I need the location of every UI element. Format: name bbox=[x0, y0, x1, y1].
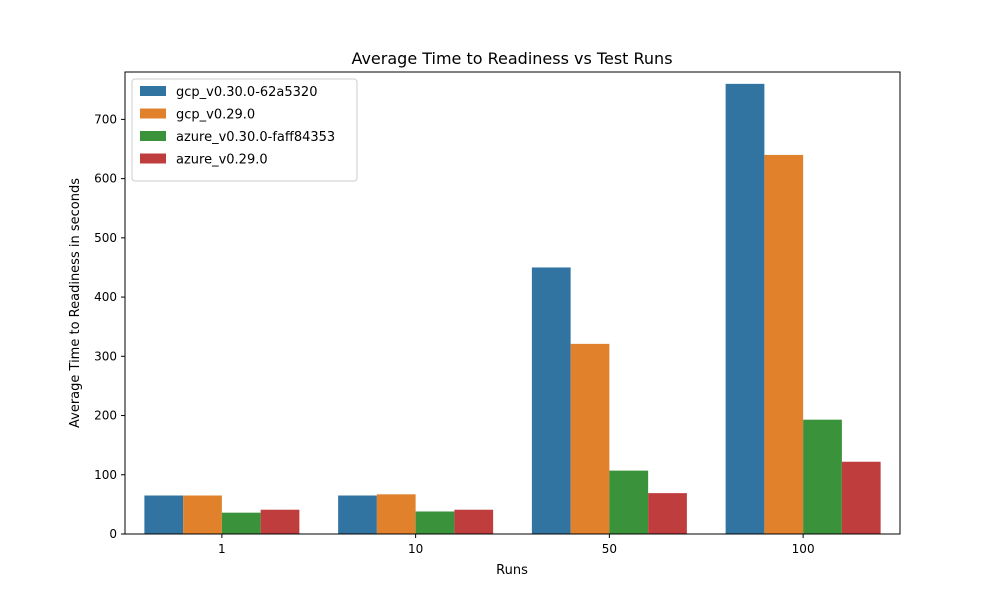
legend-swatch bbox=[140, 108, 166, 119]
legend: gcp_v0.30.0-62a5320 gcp_v0.29.0 azure_v0.3… bbox=[131, 78, 358, 182]
legend-label: gcp_v0.29.0 bbox=[176, 108, 255, 123]
bar-gcp_v0.29.0-100 bbox=[764, 154, 804, 535]
bar-gcp_v0.29.0-50 bbox=[570, 343, 610, 534]
bar-gcp_v0.29.0-10 bbox=[376, 494, 416, 534]
bar-azure_v0.30.0-faff84353-50 bbox=[609, 470, 649, 534]
bars-group bbox=[144, 83, 881, 535]
x-axis-label: Runs bbox=[496, 563, 528, 578]
y-tick-label: 200 bbox=[94, 409, 117, 423]
bar-gcp_v0.30.0-62a5320-10 bbox=[338, 495, 377, 534]
bar-azure_v0.30.0-faff84353-100 bbox=[803, 419, 842, 534]
x-axis: 1 10 50 100 bbox=[218, 534, 815, 556]
bar-gcp_v0.29.0-1 bbox=[183, 495, 222, 534]
legend-label: azure_v0.30.0-faff84353 bbox=[176, 130, 335, 145]
bar-azure_v0.30.0-faff84353-10 bbox=[415, 511, 455, 534]
legend-box bbox=[131, 78, 358, 182]
y-tick-label: 300 bbox=[94, 349, 117, 363]
legend-label: azure_v0.29.0 bbox=[176, 153, 268, 168]
bar-azure_v0.30.0-faff84353-1 bbox=[221, 512, 261, 534]
y-tick-label: 500 bbox=[94, 231, 117, 245]
x-tick-label: 10 bbox=[408, 542, 423, 556]
legend-swatch bbox=[140, 153, 166, 164]
legend-label: gcp_v0.30.0-62a5320 bbox=[176, 85, 317, 100]
y-axis-label: Average Time to Readiness in seconds bbox=[68, 178, 83, 428]
legend-swatch bbox=[140, 86, 166, 96]
x-tick-label: 50 bbox=[602, 542, 617, 556]
y-tick-label: 700 bbox=[94, 112, 117, 126]
y-tick-label: 0 bbox=[109, 527, 117, 541]
y-tick-label: 400 bbox=[94, 290, 117, 304]
bar-gcp_v0.30.0-62a5320-1 bbox=[144, 495, 184, 534]
legend-swatch bbox=[140, 131, 166, 141]
bar-gcp_v0.30.0-62a5320-100 bbox=[725, 83, 765, 534]
bar-gcp_v0.30.0-62a5320-50 bbox=[531, 267, 571, 534]
chart-title: Average Time to Readiness vs Test Runs bbox=[351, 49, 672, 68]
x-tick-label: 100 bbox=[792, 542, 815, 556]
y-axis: 0 100 200 300 400 500 600 700 bbox=[94, 112, 125, 541]
bar-azure_v0.29.0-100 bbox=[841, 461, 881, 534]
bar-azure_v0.29.0-50 bbox=[648, 493, 687, 534]
x-tick-label: 1 bbox=[218, 542, 226, 556]
bar-azure_v0.29.0-1 bbox=[260, 509, 300, 534]
plot-frame bbox=[124, 71, 901, 535]
bar-azure_v0.29.0-10 bbox=[454, 509, 494, 534]
y-tick-label: 600 bbox=[94, 172, 117, 186]
y-tick-label: 100 bbox=[94, 468, 117, 482]
